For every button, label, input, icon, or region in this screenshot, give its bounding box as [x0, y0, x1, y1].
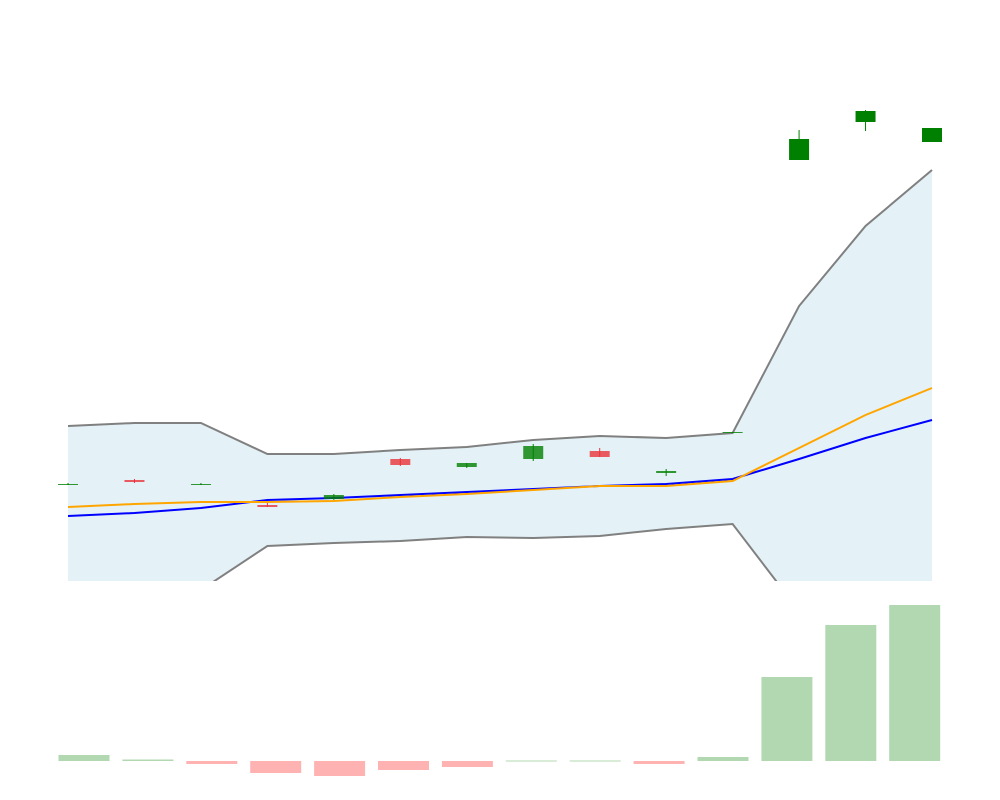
histogram-bar: [122, 759, 174, 761]
moving-average: [67, 419, 933, 517]
candle-body: [124, 480, 145, 482]
candle-body: [656, 471, 677, 473]
candle-body: [789, 139, 810, 160]
histogram-bar: [505, 760, 557, 762]
candle-body: [257, 505, 278, 507]
histogram-bar: [761, 677, 813, 761]
histogram-bar: [250, 761, 302, 773]
candle-body: [456, 463, 477, 467]
histogram-bar: [633, 761, 685, 764]
histogram-bar: [186, 761, 238, 764]
band-lower: [212, 522, 778, 581]
histogram-bar: [378, 761, 429, 770]
histogram-panel: [58, 605, 941, 776]
band-upper: [67, 169, 933, 455]
price-panel: [58, 110, 942, 581]
moving-average: [67, 387, 933, 508]
candle-body: [390, 459, 411, 465]
candle-body: [589, 451, 610, 457]
histogram-bar: [58, 755, 110, 761]
band-area: [68, 170, 932, 581]
candle-body: [523, 446, 544, 459]
candle-body: [190, 484, 211, 485]
candle-body: [855, 111, 876, 122]
histogram-bar: [697, 757, 749, 761]
candle-body: [58, 484, 78, 485]
candle-body: [922, 128, 942, 142]
histogram-bar: [569, 760, 621, 762]
candle-body: [323, 495, 344, 499]
histogram-bar: [889, 605, 941, 761]
histogram-bar: [441, 761, 493, 767]
histogram-bar: [825, 625, 877, 761]
histogram-bar: [314, 761, 366, 776]
candle-body: [722, 432, 743, 433]
